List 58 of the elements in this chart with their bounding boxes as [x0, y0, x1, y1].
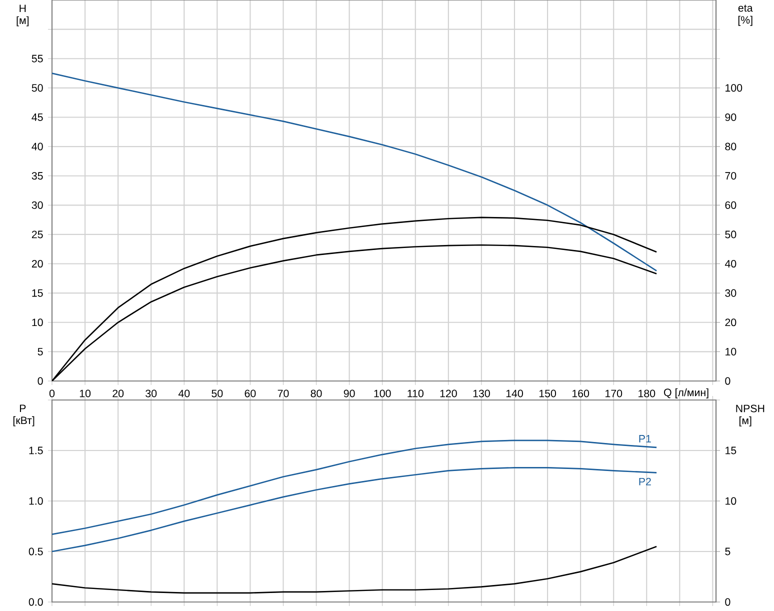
x-tick-label: 90: [344, 390, 355, 398]
series-label: P1: [639, 435, 651, 442]
y2-axis-title: NPSH [м]: [736, 404, 764, 426]
y-tick-label: 40: [32, 142, 43, 150]
y2-tick-label: 40: [724, 260, 736, 268]
x-tick-label: 30: [146, 390, 157, 398]
x-tick-label: 70: [278, 390, 289, 398]
series-label: P2: [639, 478, 651, 486]
x-tick-label: 140: [506, 390, 523, 398]
y2-tick-label: 50: [725, 230, 736, 238]
y-tick-label: 10: [32, 318, 43, 326]
x-tick-label: 160: [572, 390, 590, 398]
y-tick-label: 0.0: [28, 598, 43, 606]
x-tick-label: 150: [539, 390, 556, 398]
y2-tick-label: 20: [725, 318, 736, 326]
x-tick-label: 20: [112, 390, 124, 398]
y2-tick-label: 10: [726, 497, 736, 505]
x-tick-label: 180: [638, 390, 656, 398]
y-tick-label: 25: [32, 230, 43, 238]
y2-tick-label: 100: [726, 84, 742, 92]
x-tick-label: 120: [440, 390, 457, 398]
y2-tick-label: 15: [726, 446, 736, 454]
y-tick-label: 50: [32, 84, 43, 92]
x-tick-label: 100: [374, 390, 391, 398]
y-tick-label: 20: [32, 260, 43, 268]
y-tick-label: 30: [32, 201, 43, 209]
line-series: [52, 467, 658, 552]
y2-axis-title: eta [%]: [738, 4, 753, 26]
y-tick-label: 35: [32, 172, 43, 180]
x-tick-label: 0: [49, 390, 55, 398]
y-tick-label: 5: [38, 348, 43, 356]
y2-tick-label: 60: [725, 201, 736, 209]
x-tick-label: 130: [473, 390, 490, 398]
y-axis-title: P [кВт]: [13, 404, 34, 426]
x-tick-label: 40: [178, 390, 190, 398]
x-tick-label: 80: [310, 390, 322, 398]
x-tick-label: 60: [244, 390, 256, 398]
x-tick-label: 170: [606, 390, 622, 398]
y2-tick-label: 90: [725, 113, 736, 122]
y2-tick-label: 80: [725, 142, 736, 150]
y-tick-label: 1.5: [29, 446, 43, 454]
y-axis-title: H [м]: [16, 4, 29, 26]
y2-tick-label: 5: [725, 548, 730, 556]
y2-tick-label: 70: [725, 172, 736, 180]
x-tick-label: 10: [80, 390, 91, 398]
y-tick-label: 0: [38, 377, 43, 385]
y-tick-label: 15: [32, 289, 43, 297]
y2-tick-label: 0: [725, 377, 730, 385]
y2-tick-label: 30: [725, 289, 736, 297]
y2-tick-label: 10: [726, 348, 736, 356]
x-tick-label: 110: [408, 390, 424, 398]
y-tick-label: 1.0: [29, 497, 43, 505]
y-tick-label: 0.5: [28, 548, 43, 556]
y-tick-label: 55: [32, 54, 43, 62]
x-axis-title: Q [л/мин]: [664, 388, 708, 398]
y2-tick-label: 0: [725, 598, 730, 606]
y-tick-label: 45: [32, 114, 43, 121]
x-tick-label: 50: [212, 390, 223, 398]
